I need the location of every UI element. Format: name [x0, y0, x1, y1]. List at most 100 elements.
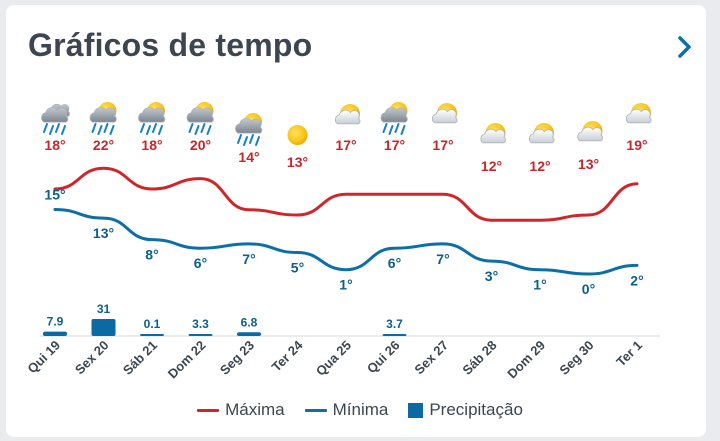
rain-drop: [103, 123, 109, 133]
sun-shape: [287, 125, 308, 145]
sun-cloud-icon: [480, 123, 506, 144]
cloud-shape: [334, 109, 361, 125]
cloud-shape: [41, 107, 69, 123]
max-temp-label: 17°: [432, 137, 453, 153]
legend-label: Precipitação: [429, 400, 523, 419]
legend-swatch: [408, 402, 424, 418]
x-tick-label: Qua 25: [313, 338, 354, 379]
rain-drop: [255, 136, 260, 146]
rain-cloud-icon: [41, 103, 70, 135]
rain-drop: [382, 123, 388, 133]
legend-item-precip[interactable]: Precipitação: [408, 400, 523, 420]
x-tick-label: Ter 1: [613, 338, 645, 370]
chevron-right-icon: [678, 36, 691, 58]
max-temp-label: 12°: [529, 158, 550, 174]
max-temp-label: 12°: [481, 158, 502, 174]
rain-drop: [146, 125, 151, 135]
precip-value-label: 6.8: [241, 315, 258, 329]
min-temp-label: 5°: [291, 260, 304, 276]
min-temp-label: 15°: [44, 187, 65, 203]
rain-drop: [61, 125, 66, 135]
legend-swatch: [304, 408, 327, 412]
x-tick-label: Dom 29: [504, 338, 548, 382]
rain-drop: [158, 125, 163, 135]
rain-sun-cloud-icon: [138, 102, 166, 135]
x-tick-label: Sáb 28: [459, 338, 499, 378]
min-temp-line: [53, 208, 639, 276]
x-tick-label: Qui 19: [24, 338, 63, 377]
min-temp-label: 13°: [93, 225, 114, 241]
min-temp-label: 3°: [485, 268, 498, 284]
rain-drop: [49, 125, 54, 135]
min-temp-label: 1°: [533, 277, 546, 293]
chart-legend: Máxima Mínima Precipitação: [0, 398, 720, 422]
rain-drop: [188, 123, 194, 133]
x-tick-label: Sáb 21: [120, 338, 160, 378]
rain-sun-cloud-icon: [380, 102, 408, 135]
cloud-shape: [380, 107, 408, 123]
max-temp-label: 13°: [578, 156, 599, 172]
rain-drop: [206, 125, 212, 135]
weather-chart: Qui 19 Sex 20 Sáb 21 Dom 22 Seg 23 Ter 24 Qua …: [24, 102, 660, 382]
cloud-shape: [577, 126, 603, 142]
cloud-shape: [431, 108, 458, 124]
weather-charts-card: [6, 5, 706, 437]
rain-drop: [249, 134, 254, 144]
rain-drop: [97, 125, 103, 135]
legend-swatch: [197, 408, 220, 412]
rain-drop: [394, 123, 400, 133]
rain-drop: [200, 123, 206, 133]
cloud-shape: [235, 118, 263, 134]
sun-cloud-icon: [577, 121, 603, 142]
x-tick-label: Sex 27: [411, 338, 451, 378]
min-temp-label: 6°: [194, 255, 207, 271]
precip-bar: [237, 332, 261, 336]
sun-cloud-icon: [625, 103, 652, 124]
sun-cloud-icon: [528, 123, 555, 144]
sun-cloud-icon: [334, 104, 361, 125]
max-temp-label: 18°: [44, 137, 65, 153]
precip-value-label: 0.1: [144, 317, 161, 331]
max-temp-label: 22°: [93, 137, 114, 153]
rain-drop: [243, 136, 248, 146]
max-temp-label: 19°: [626, 137, 647, 153]
rain-drop: [388, 125, 394, 135]
sun-icon: [287, 125, 308, 145]
cloud-shape: [89, 107, 117, 123]
legend-label: Máxima: [225, 400, 285, 419]
legend-item-max[interactable]: Máxima: [197, 400, 285, 420]
rain-drop: [400, 125, 406, 135]
precip-bar: [188, 334, 213, 336]
rain-drop: [55, 123, 60, 133]
cloud-shape: [625, 108, 652, 124]
rain-drop: [91, 123, 97, 133]
rain-sun-cloud-icon: [186, 102, 214, 135]
legend-item-min[interactable]: Mínima: [304, 400, 389, 420]
precip-value-label: 3.3: [192, 317, 209, 331]
legend-label: Mínima: [332, 400, 389, 419]
min-temp-label: 2°: [630, 272, 643, 288]
max-temp-line: [53, 166, 639, 222]
rain-sun-cloud-icon: [235, 113, 263, 146]
rain-drop: [140, 123, 145, 133]
x-tick-label: Sex 20: [72, 338, 112, 378]
rain-drop: [43, 123, 48, 133]
max-temp-label: 13°: [287, 154, 308, 170]
cloud-shape: [480, 128, 506, 144]
max-temp-label: 17°: [384, 137, 405, 153]
precip-bar: [382, 333, 407, 336]
rain-drop: [109, 125, 115, 135]
rain-drop: [237, 134, 242, 144]
precip-bar: [140, 334, 164, 336]
max-temp-label: 17°: [335, 137, 356, 153]
next-button[interactable]: [672, 30, 698, 64]
x-tick-label: Qui 26: [364, 338, 403, 377]
x-tick-label: Ter 24: [269, 337, 307, 375]
x-tick-label: Seg 30: [556, 338, 596, 378]
precip-bar: [91, 319, 116, 336]
min-temp-label: 1°: [339, 277, 352, 293]
min-temp-label: 6°: [388, 255, 401, 271]
x-tick-label: Dom 22: [165, 338, 209, 382]
rain-drop: [194, 125, 200, 135]
max-temp-label: 20°: [190, 137, 211, 153]
